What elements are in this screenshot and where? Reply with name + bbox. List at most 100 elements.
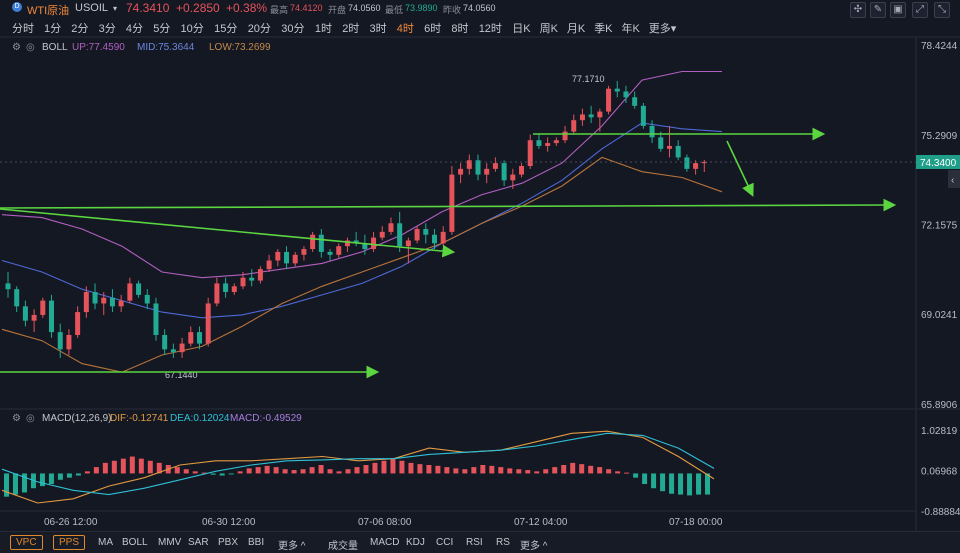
sub-indicator-3[interactable]: CCI xyxy=(436,537,454,548)
candle-body-18 xyxy=(162,334,168,350)
timeframe-3[interactable]: 3分 xyxy=(98,23,116,35)
timeframe-13[interactable]: 4时 xyxy=(396,23,414,35)
candle-body-54 xyxy=(475,160,481,175)
candle-body-57 xyxy=(501,163,507,181)
tag-pps[interactable]: PPS xyxy=(53,535,86,550)
symbol-code[interactable]: USOIL xyxy=(75,2,109,14)
symbol-dropdown-icon[interactable]: ▾ xyxy=(113,4,118,13)
layout-icon[interactable]: ▣ xyxy=(890,2,906,18)
timeframe-4[interactable]: 4分 xyxy=(125,23,144,35)
trend-arrow-3 xyxy=(726,140,754,197)
macd-bar-28 xyxy=(255,467,261,474)
boll-mid-value: MID:75.3644 xyxy=(137,42,195,53)
timeframe-6[interactable]: 10分 xyxy=(180,23,204,35)
candle-body-58 xyxy=(510,174,516,181)
sub-indicator-6[interactable]: 更多 ^ xyxy=(520,541,548,552)
candle-body-20 xyxy=(179,343,185,353)
sub-indicator-2[interactable]: KDJ xyxy=(406,537,425,548)
macd-bar-5 xyxy=(48,473,54,485)
macd-bar-60 xyxy=(543,469,549,474)
price-tick-0: 78.4244 xyxy=(921,41,958,52)
timeframe-0[interactable]: 分时 xyxy=(12,23,34,35)
expand-icon[interactable]: ⤡ xyxy=(934,2,950,18)
macd-bar-12 xyxy=(111,460,117,474)
candle-body-29 xyxy=(257,269,263,281)
timeframe-15[interactable]: 8时 xyxy=(451,23,469,35)
candle-body-0 xyxy=(5,283,11,290)
eye-icon[interactable]: ◎ xyxy=(26,42,35,53)
timeframe-19[interactable]: 月K xyxy=(566,23,586,35)
timeframe-21[interactable]: 年K xyxy=(621,23,640,35)
settings-icon[interactable]: ⚙ xyxy=(12,42,21,53)
tag-vpc[interactable]: VPC xyxy=(10,535,43,550)
timeframe-16[interactable]: 12时 xyxy=(478,23,502,35)
macd-bar-58 xyxy=(525,470,531,474)
timeframe-14[interactable]: 6时 xyxy=(424,23,442,35)
candle-body-75 xyxy=(658,137,664,149)
high-value: 74.4120 xyxy=(290,3,323,13)
macd-bar-11 xyxy=(102,462,108,474)
symbol-name[interactable]: WTI原油 xyxy=(27,5,70,17)
candle-body-11 xyxy=(101,297,107,304)
macd-bar-36 xyxy=(327,469,333,474)
macd-bar-20 xyxy=(183,469,189,474)
macd-bar-8 xyxy=(75,473,81,476)
candle-body-23 xyxy=(205,303,211,344)
macd-bar-47 xyxy=(426,464,432,474)
timeframe-1[interactable]: 1分 xyxy=(44,23,62,35)
timeframe-20[interactable]: 季K xyxy=(594,23,613,35)
sub-indicator-4[interactable]: RSI xyxy=(466,537,483,548)
candle-body-46 xyxy=(405,240,411,247)
sub-indicator-1[interactable]: MACD xyxy=(370,537,400,548)
candle-body-36 xyxy=(318,234,324,252)
macd-bar-13 xyxy=(120,458,126,474)
timeframe-11[interactable]: 2时 xyxy=(342,23,360,35)
macd-bar-68 xyxy=(615,471,621,474)
timeframe-10[interactable]: 1时 xyxy=(314,23,333,35)
candle-body-4 xyxy=(40,300,46,315)
macd-bar-21 xyxy=(192,471,198,474)
main-indicator-0[interactable]: MA xyxy=(98,537,113,548)
sub-indicator-0[interactable]: 成交量 xyxy=(328,541,358,552)
main-indicator-5[interactable]: BBI xyxy=(248,537,265,548)
collapse-panel-icon: ‹ xyxy=(951,175,954,186)
timeframe-17[interactable]: 日K xyxy=(512,23,531,35)
candle-body-43 xyxy=(379,231,385,238)
timeframe-18[interactable]: 周K xyxy=(539,23,558,35)
timeframe-9[interactable]: 30分 xyxy=(281,23,305,35)
magnet-icon[interactable]: ⤢ xyxy=(912,2,928,18)
macd-bar-50 xyxy=(453,468,459,474)
macd-bar-0 xyxy=(4,473,9,497)
main-indicator-3[interactable]: SAR xyxy=(188,537,209,548)
candle-body-68 xyxy=(597,111,603,118)
main-indicator-1[interactable]: BOLL xyxy=(122,537,148,548)
candle-body-60 xyxy=(527,140,533,166)
candle-body-22 xyxy=(196,332,202,344)
trend-arrow-1 xyxy=(0,198,897,212)
macd-bar-9 xyxy=(84,471,90,474)
crosshair-icon[interactable]: ✣ xyxy=(850,2,866,18)
main-indicator-6[interactable]: 更多 ^ xyxy=(278,541,306,552)
time-tick-2: 07-06 08:00 xyxy=(358,517,412,528)
macd-bar-45 xyxy=(408,462,414,474)
timeframe-12[interactable]: 3时 xyxy=(369,23,387,35)
sub-indicator-5[interactable]: RS xyxy=(496,537,510,548)
main-indicator-2[interactable]: MMV xyxy=(158,537,182,548)
candle-body-64 xyxy=(562,131,568,141)
settings-icon[interactable]: ⚙ xyxy=(12,413,21,424)
timeframe-2[interactable]: 2分 xyxy=(71,23,89,35)
timeframe-8[interactable]: 20分 xyxy=(247,23,271,35)
boll-up-value: UP:77.4590 xyxy=(72,42,125,53)
macd-bar-39 xyxy=(354,467,360,474)
macd-bar-63 xyxy=(570,462,576,474)
price-change: +0.2850 xyxy=(176,1,220,15)
timeframe-5[interactable]: 5分 xyxy=(153,23,171,35)
main-indicator-4[interactable]: PBX xyxy=(218,537,239,548)
timeframe-7[interactable]: 15分 xyxy=(214,23,238,35)
timeframe-22[interactable]: 更多▾ xyxy=(648,23,677,35)
macd-bar-25 xyxy=(228,473,234,475)
draw-icon[interactable]: ✎ xyxy=(870,2,886,18)
price-chart-canvas[interactable]: 78.4244 75.2909 72.1575 69.0241 65.8906 77.17… xyxy=(0,0,960,531)
eye-icon[interactable]: ◎ xyxy=(26,413,35,424)
candle-body-19 xyxy=(170,349,176,353)
